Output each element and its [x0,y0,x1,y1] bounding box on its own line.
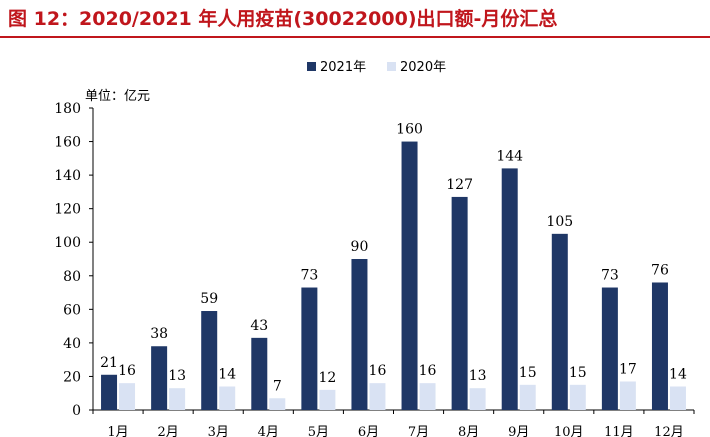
bar-2021 [451,196,468,410]
y-tick-label: 100 [54,235,81,251]
bar-2020 [369,383,386,410]
bar-2021 [551,233,568,410]
page-title: 图 12：2020/2021 年人用疫苗(30022000)出口额-月份汇总 [8,8,558,30]
data-label-2020: 13 [168,368,186,384]
data-label-2020: 12 [318,370,336,386]
x-category-label: 1月 [107,425,128,437]
y-tick-label: 80 [63,269,81,285]
bar-2020 [119,383,136,410]
bar-2020 [319,389,336,410]
x-category-label: 5月 [308,425,329,437]
y-tick-label: 20 [63,369,81,385]
bar-2021 [401,141,418,411]
chart-bars [101,141,686,411]
chart-axes: 0 20 40 60 80 100 120 140 160 180 1月 2月 3月 4月 5月 6月 7月 8月… [54,101,695,437]
data-label-2021: 160 [396,122,423,138]
bar-2021 [201,311,218,410]
bar-2020 [619,381,636,410]
data-label-2021: 76 [651,262,669,278]
legend-swatch-2021 [307,62,316,71]
title-divider [0,36,710,38]
y-tick-label: 40 [63,336,81,352]
data-label-2020: 13 [469,368,487,384]
bar-2020 [419,383,436,410]
bar-2021 [251,337,268,410]
data-label-2020: 16 [419,363,437,379]
data-label-2021: 144 [496,148,523,164]
data-label-2020: 15 [519,365,537,381]
x-category-label: 2月 [157,425,178,437]
x-category-label: 10月 [554,425,584,437]
data-label-2021: 105 [546,214,573,230]
data-label-2021: 59 [200,291,218,307]
unit-label: 单位：亿元 [85,89,150,104]
legend-swatch-2020 [387,62,396,71]
x-category-label: 9月 [508,425,529,437]
y-tick-label: 160 [54,135,81,151]
y-tick-label: 120 [54,202,81,218]
data-label-2020: 7 [273,378,282,394]
bar-2020 [669,386,686,410]
data-label-2021: 90 [351,239,369,255]
x-category-label: 3月 [208,425,229,437]
y-tick-label: 60 [63,302,81,318]
x-category-label: 12月 [654,425,684,437]
data-label-2021: 21 [100,355,118,371]
data-label-2021: 127 [446,177,473,193]
x-category-label: 11月 [604,425,634,437]
chart-legend: 2021年 2020年 [307,60,446,75]
x-category-label: 4月 [258,425,279,437]
bar-2020 [569,384,586,410]
bar-2020 [469,388,486,410]
bar-2020 [269,398,286,410]
data-label-2020: 17 [619,361,637,377]
data-label-2020: 14 [669,367,687,383]
y-tick-label: 140 [54,168,81,184]
bar-2021 [301,287,318,410]
bar-2021 [151,346,168,410]
bar-2020 [169,388,186,410]
bar-2021 [351,259,368,410]
y-tick-label: 180 [54,101,81,117]
data-label-2021: 43 [250,318,268,334]
data-label-2020: 14 [218,367,236,383]
legend-label-2020: 2020年 [400,60,446,75]
legend-label-2021: 2021年 [320,60,366,75]
data-label-2020: 16 [369,363,387,379]
bar-2020 [219,386,236,410]
x-category-label: 8月 [458,425,479,437]
data-label-2020: 16 [118,363,136,379]
bar-2021 [501,168,518,410]
data-label-2021: 73 [601,268,619,284]
y-tick-label: 0 [72,403,81,419]
bar-2021 [601,287,618,410]
x-category-label: 7月 [408,425,429,437]
data-labels: 2116381359144377312901616016127131441510… [100,122,687,395]
data-label-2021: 38 [150,326,168,342]
x-category-label: 6月 [358,425,379,437]
bar-2020 [519,384,536,410]
data-label-2021: 73 [300,268,318,284]
data-label-2020: 15 [569,365,587,381]
bar-2021 [101,374,118,410]
bar-2021 [651,282,668,410]
